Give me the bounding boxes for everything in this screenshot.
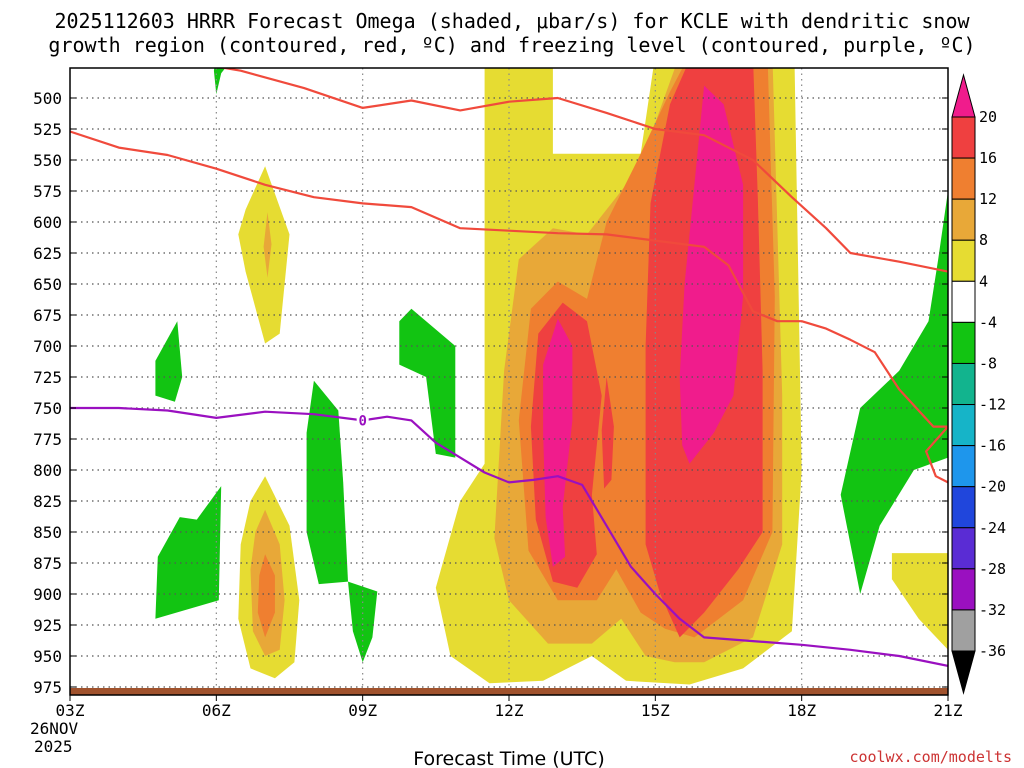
omega-shade-7-level-20 [543,318,573,567]
colorbar: 20 16 12 8 4 -4 -8 -12 -16 -20 -24 -28 -32 -36 [951,73,1006,695]
x-tick-label-18Z: 18Z [787,701,816,720]
colorbar-band-13 [951,609,976,652]
y-tick-label-775: 775 [33,430,62,449]
chart-title-line-1: 2025112603 HRRR Forecast Omega (shaded, … [54,9,970,33]
y-tick-label-525: 525 [33,120,62,139]
colorbar-label-8: 8 [979,231,988,249]
omega-shade-20-level--4 [840,191,948,594]
y-tick-label-500: 500 [33,89,62,108]
y-tick-label-925: 925 [33,616,62,635]
y-tick-label-875: 875 [33,554,62,573]
colorbar-band-4 [951,239,976,282]
colorbar-band-11 [951,527,976,570]
omega-shade-16-level--4 [155,486,222,619]
y-tick-label-950: 950 [33,647,62,666]
colorbar-label--28: -28 [979,560,1006,578]
omega-shade-13-level-4 [891,553,948,650]
y-tick-label-725: 725 [33,368,62,387]
y-tick-label-700: 700 [33,337,62,356]
colorbar-band-1 [951,116,976,159]
colorbar-band-10 [951,486,976,529]
colorbar-top-arrow [951,73,976,118]
ground-strip [70,688,948,695]
colorbar-band-12 [951,568,976,611]
y-tick-label-800: 800 [33,461,62,480]
omega-shade-5-level-16 [601,377,614,489]
x-tick-label-09Z: 09Z [348,701,377,720]
colorbar-bottom-arrow [951,650,976,695]
colorbar-label-4: 4 [979,272,988,290]
x-tick-label-21Z: 21Z [934,701,963,720]
dgz-contour-1 [70,130,948,484]
y-tick-label-575: 575 [33,182,62,201]
x-tick-label-03Z: 03Z [56,701,85,720]
plot-area [155,68,948,685]
colorbar-band-5 [951,280,976,323]
freezing-level-contour [70,406,948,667]
colorbar-label--12: -12 [979,396,1006,414]
time-axis: 03Z 06Z 09Z 12Z 15Z 18Z 21Z [56,695,963,720]
colorbar-label-12: 12 [979,190,997,208]
omega-shade-17-level--4 [306,380,348,585]
contour-lines: 0 [70,68,948,667]
colorbar-band-7 [951,362,976,406]
freezing-level-label: 0 [358,413,366,429]
omega-shade-15-level--4 [155,321,183,402]
x-tick-label-06Z: 06Z [202,701,231,720]
freezing-label-bg [356,412,369,428]
y-tick-label-825: 825 [33,492,62,511]
omega-shade-8-level-4 [238,166,290,344]
colorbar-label--8: -8 [979,354,997,372]
omega-shade-14-level--4 [213,68,226,95]
colorbar-band-3 [951,198,976,241]
y-tick-label-675: 675 [33,306,62,325]
colorbar-label--4: -4 [979,313,997,331]
y-tick-label-750: 750 [33,399,62,418]
colorbar-label--32: -32 [979,601,1006,619]
colorbar-label--24: -24 [979,519,1006,537]
colorbar-band-8 [951,404,976,447]
y-tick-label-650: 650 [33,275,62,294]
colorbar-band-6 [951,321,976,364]
dgz-contour-0 [218,68,948,273]
omega-shade-18-level--4 [348,581,378,663]
chart-title-line-2: growth region (contoured, red, ºC) and f… [48,33,975,57]
x-axis-title: Forecast Time (UTC) [413,748,604,768]
omega-shade-9-level-8 [263,212,272,278]
colorbar-label--20: -20 [979,478,1006,496]
colorbar-label-16: 16 [979,149,997,167]
colorbar-band-9 [951,445,976,488]
x-tick-label-15Z: 15Z [641,701,670,720]
x-tick-label-12Z: 12Z [495,701,524,720]
omega-shade-19-level--4 [399,308,456,458]
y-tick-label-600: 600 [33,213,62,232]
y-tick-label-850: 850 [33,523,62,542]
date-label-day: 26NOV [30,719,79,738]
date-label-year: 2025 [34,737,73,756]
colorbar-label--36: -36 [979,642,1006,660]
colorbar-band-2 [951,157,976,200]
pressure-axis: 500 525 550 575 600 625 650 675 700 725 750 775 800 8… [33,89,948,697]
grid-lines [70,68,948,695]
colorbar-label-20: 20 [979,108,997,126]
y-tick-label-550: 550 [33,151,62,170]
omega-shade-6-level-20 [679,85,744,464]
y-tick-label-975: 975 [33,678,62,697]
colorbar-label--16: -16 [979,437,1006,455]
credit-text: coolwx.com/modelts [849,748,1012,766]
y-tick-label-625: 625 [33,244,62,263]
omega-shade-12-level-12 [257,554,275,638]
y-tick-label-900: 900 [33,585,62,604]
